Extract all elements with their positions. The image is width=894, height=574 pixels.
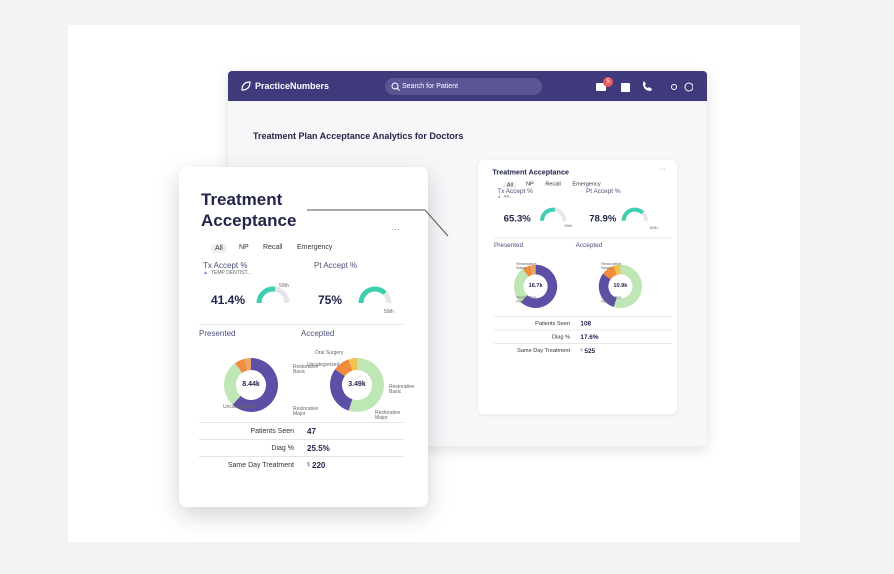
brand: PracticeNumbers	[255, 81, 330, 91]
pt-value: 78.9%	[589, 212, 617, 224]
provider: Adi...	[503, 194, 513, 200]
stat-prefix: $	[307, 462, 310, 468]
divider	[199, 439, 403, 440]
donut-center: 3.49k	[348, 381, 366, 388]
card: Treatment Acceptance … All NP Recall Emergenc…	[478, 160, 678, 415]
logo-icon	[241, 81, 251, 91]
donut-center: 16.7k	[528, 283, 543, 289]
segment-label: Restorative Basic	[389, 384, 415, 395]
pt-label: Pt Accept %	[586, 187, 621, 195]
donut-center: 10.9k	[613, 283, 628, 289]
tx-value: 65.3%	[503, 212, 531, 224]
accepted-label: Accepted	[301, 329, 335, 338]
segment-label: Restorative Major	[293, 406, 319, 417]
gauge	[358, 286, 392, 304]
more-menu: …	[391, 222, 400, 232]
provider: TEMP DENTIST...	[211, 270, 252, 276]
pt-value: 75%	[318, 293, 343, 307]
card: Treatment Acceptance … All NP Recall Emergenc…	[179, 167, 428, 507]
tx-label: Tx Accept %	[203, 261, 248, 270]
gauge	[621, 207, 649, 222]
stat-label: Patients Seen	[250, 428, 294, 435]
stat-label: Same Day Treatment	[517, 348, 570, 354]
divider	[494, 329, 672, 331]
gauge	[539, 207, 567, 222]
segment-label: Restorative Basic	[601, 261, 622, 271]
page-title: Treatment Plan Acceptance Analytics for …	[253, 131, 464, 141]
divider	[494, 343, 672, 344]
segment-label: Restorative Basic	[516, 261, 537, 271]
divider	[199, 324, 403, 325]
accepted-label: Accepted	[575, 241, 603, 249]
tab[interactable]: Recall	[263, 244, 283, 251]
stat-value: 17.6%	[580, 333, 599, 341]
pt-rank: 50th	[384, 309, 394, 315]
more-menu: …	[658, 163, 666, 172]
divider	[494, 237, 672, 239]
tx-rank: 50th	[279, 283, 289, 289]
divider	[199, 422, 403, 423]
donut-center: 8.44k	[242, 381, 260, 388]
segment-label: Restorative Basic	[293, 364, 319, 375]
presented-donut	[224, 358, 278, 412]
tab[interactable]: Emergency	[297, 244, 333, 251]
card-title: Treatment Acceptance	[201, 190, 297, 230]
pt-label: Pt Accept %	[314, 261, 358, 270]
user-icon: ▲	[203, 270, 208, 276]
divider	[494, 316, 672, 317]
stat-value: 25.5%	[307, 444, 330, 453]
stat-value: 108	[580, 320, 592, 328]
pt-rank: 50th	[650, 225, 658, 231]
presented-donut	[514, 264, 558, 308]
segment-label: Restorative Major	[601, 295, 622, 304]
stat-label: Same Day Treatment	[227, 462, 294, 469]
stat-value: 47	[307, 427, 316, 436]
segment-label: Restorative Major	[516, 295, 537, 304]
top-bar: PracticeNumbers Search for Patient 5	[228, 71, 707, 101]
segment-label: Uncategorized	[307, 362, 340, 368]
tab[interactable]: NP	[239, 244, 249, 251]
notification-badge: 5	[603, 77, 613, 87]
tab[interactable]: Emergency	[572, 181, 601, 188]
presented-label: Presented	[199, 329, 236, 338]
stat-value: 220	[312, 461, 326, 470]
tab[interactable]: All	[211, 244, 227, 253]
segment-label: Uncategorized	[223, 404, 256, 410]
stat-label: Patients Seen	[535, 320, 570, 327]
stat-prefix: $	[580, 348, 583, 353]
stat-label: Diag %	[271, 445, 294, 452]
tx-value: 41.4%	[211, 293, 246, 307]
card-title: Treatment Acceptance	[492, 168, 569, 176]
search-placeholder: Search for Patient	[402, 83, 459, 90]
accepted-donut	[598, 264, 642, 308]
tab[interactable]: Recall	[545, 181, 561, 188]
stat-label: Diag %	[551, 334, 570, 340]
divider	[199, 456, 403, 457]
user-icon: ▲	[497, 194, 502, 200]
tx-rank: 90th	[564, 224, 573, 229]
gauge	[256, 286, 290, 304]
tab[interactable]: NP	[526, 181, 534, 188]
tx-label: Tx Accept %	[497, 187, 533, 195]
segment-label: Oral Surgery	[315, 350, 344, 356]
segment-label: Restorative Major	[375, 410, 401, 421]
accepted-donut	[330, 358, 384, 412]
presented-label: Presented	[494, 241, 524, 249]
tab[interactable]: All	[503, 181, 517, 189]
search-box[interactable]: Search for Patient	[385, 78, 542, 95]
stat-value: 525	[584, 347, 596, 355]
